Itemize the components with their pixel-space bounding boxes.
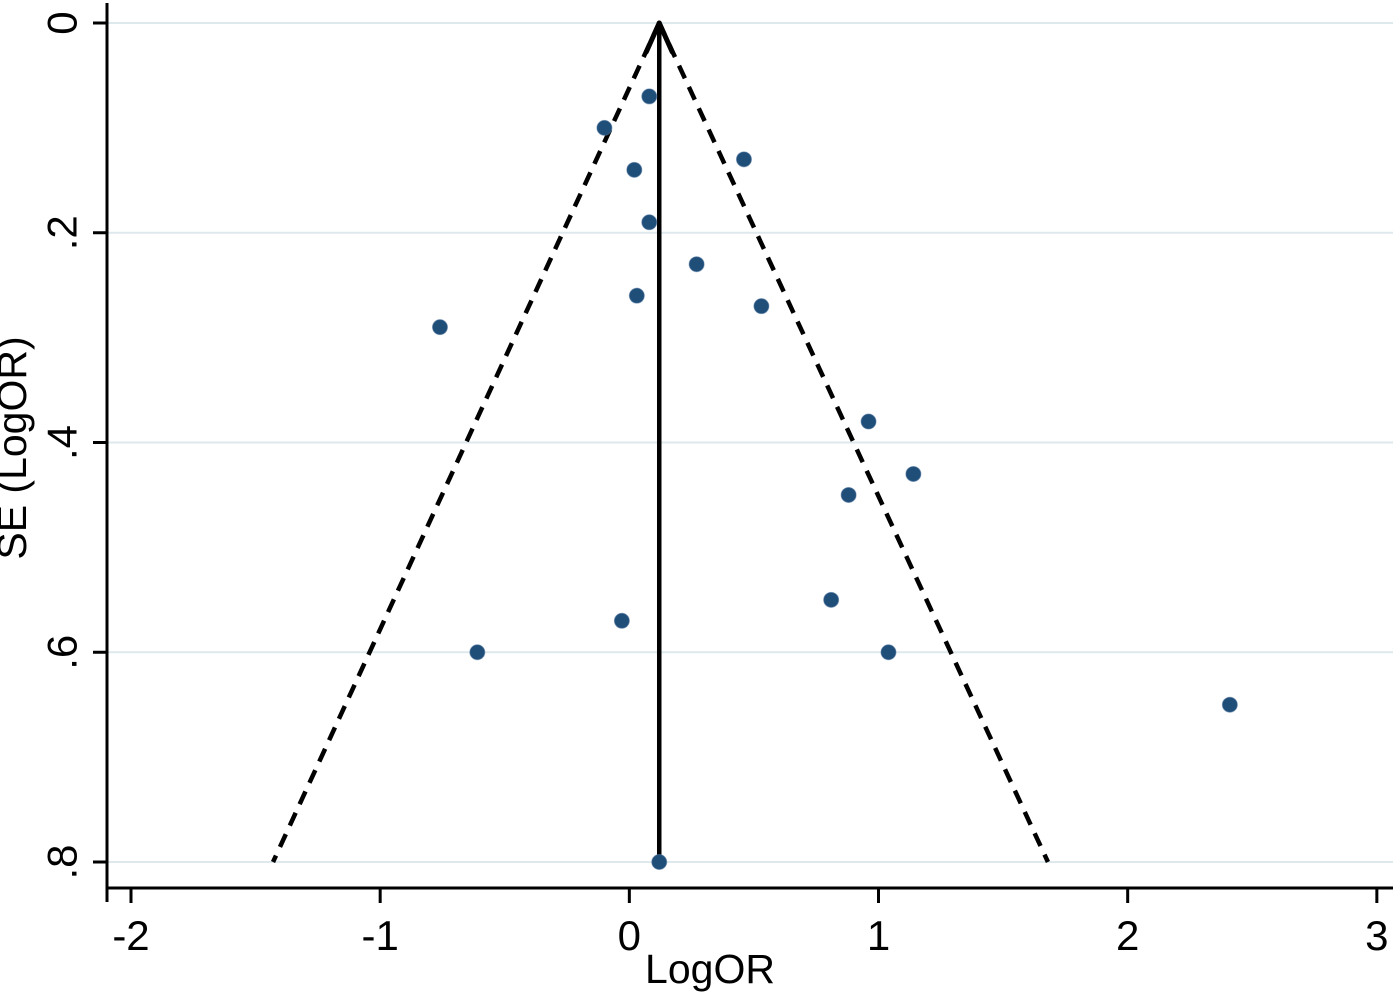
- pseudo-ci-funnel-lines: [270, 22, 1050, 863]
- study-point: [626, 161, 643, 178]
- study-point: [823, 591, 840, 608]
- x-tick-label: 0: [618, 912, 641, 959]
- y-axis-title: SE (LogOR): [0, 336, 35, 559]
- study-point: [641, 214, 658, 231]
- y-tick-label: .4: [39, 425, 86, 460]
- arrowhead-left-stroke: [643, 20, 662, 55]
- study-point: [688, 256, 705, 273]
- y-tick-label: .2: [39, 215, 86, 250]
- axes: [93, 3, 1393, 903]
- study-point: [860, 413, 877, 430]
- x-tick-label: -1: [361, 912, 398, 959]
- y-tick-label: .6: [39, 635, 86, 670]
- x-axis-tick-labels: -2 -1 0 1 2 3: [112, 912, 1388, 959]
- gridlines: [107, 22, 1393, 863]
- x-tick-label: 2: [1116, 912, 1139, 959]
- y-tick-label: .8: [39, 844, 86, 879]
- study-point: [613, 612, 630, 629]
- study-point: [596, 119, 613, 136]
- study-point: [753, 298, 770, 315]
- y-tick-label: 0: [39, 11, 86, 34]
- study-point: [880, 644, 897, 661]
- study-point: [840, 486, 857, 503]
- funnel-line-left: [270, 22, 662, 863]
- study-point: [735, 151, 752, 168]
- x-axis-title: LogOR: [645, 946, 775, 992]
- study-point: [651, 854, 668, 870]
- study-point: [628, 287, 645, 304]
- arrowhead-right-stroke: [656, 20, 675, 55]
- data-points: [431, 88, 1238, 870]
- study-point: [641, 88, 658, 105]
- x-tick-label: 1: [867, 912, 890, 959]
- study-point: [431, 319, 448, 336]
- study-point: [905, 465, 922, 482]
- study-point: [1221, 696, 1238, 713]
- study-point: [469, 644, 486, 661]
- x-tick-label: -2: [112, 912, 149, 959]
- pooled-estimate-line: [643, 20, 675, 860]
- x-tick-label: 3: [1365, 912, 1388, 959]
- funnel-line-right: [657, 22, 1050, 863]
- y-axis-tick-labels: 0 .2 .4 .6 .8: [39, 11, 86, 879]
